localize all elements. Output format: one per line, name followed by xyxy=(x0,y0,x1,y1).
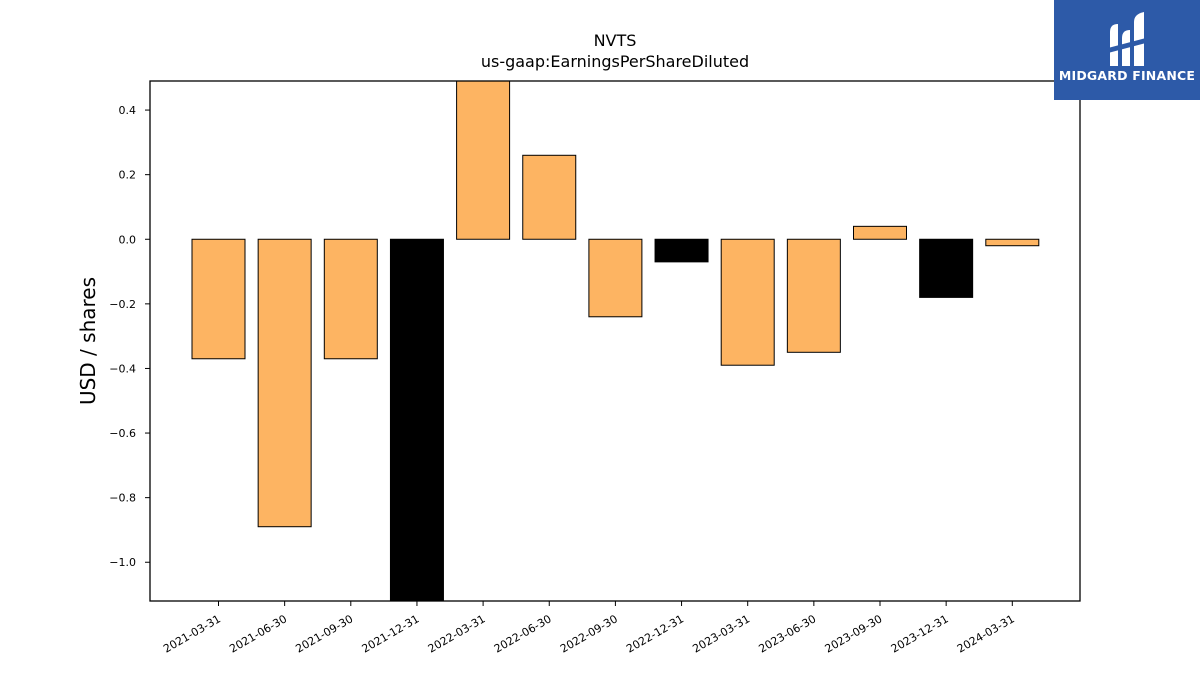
bar-2022-12-31 xyxy=(654,238,709,263)
y-tick-label: 0.4 xyxy=(119,104,137,117)
y-tick-label: 0.0 xyxy=(119,233,137,246)
y-tick-label: 0.2 xyxy=(119,169,137,182)
logo-text: MIDGARD FINANCE xyxy=(1058,68,1196,83)
y-tick-label: −1.0 xyxy=(109,556,136,569)
bar-2022-03-31 xyxy=(456,80,511,240)
x-tick-label: 2023-09-30 xyxy=(823,612,885,655)
x-tick-label: 2021-06-30 xyxy=(227,612,289,655)
bar-2023-06-30 xyxy=(786,238,841,353)
y-axis-label: USD / shares xyxy=(76,277,100,405)
x-tick-label: 2023-03-31 xyxy=(690,612,752,655)
midgard-finance-logo: MIDGARD FINANCE xyxy=(1054,0,1200,100)
x-tick-label: 2022-12-31 xyxy=(624,612,686,655)
bar-2022-06-30 xyxy=(522,154,577,240)
bar-2021-06-30 xyxy=(257,238,312,528)
y-tick-label: −0.4 xyxy=(109,362,136,375)
x-tick-label: 2021-09-30 xyxy=(293,612,355,655)
x-tick-label: 2023-12-31 xyxy=(889,612,951,655)
bar-2021-03-31 xyxy=(191,238,246,360)
y-tick-label: −0.6 xyxy=(109,427,136,440)
bar-2023-12-31 xyxy=(919,238,974,298)
bar-2021-09-30 xyxy=(323,238,378,360)
chart-title: NVTS xyxy=(593,31,637,50)
y-tick-label: −0.2 xyxy=(109,298,136,311)
chart-subtitle: us-gaap:EarningsPerShareDiluted xyxy=(480,52,750,71)
y-tick-label: −0.8 xyxy=(109,492,136,505)
bar-2023-09-30 xyxy=(853,225,907,240)
logo-mark-icon xyxy=(1108,12,1146,66)
x-tick-label: 2022-09-30 xyxy=(558,612,620,655)
x-tick-label: 2023-06-30 xyxy=(756,612,818,655)
bar-2023-03-31 xyxy=(720,238,775,366)
bar-2021-12-31 xyxy=(389,238,444,602)
x-tick-label: 2022-06-30 xyxy=(492,612,554,655)
bar-2024-03-31 xyxy=(985,238,1040,247)
x-tick-label: 2024-03-31 xyxy=(955,612,1017,655)
bar-2022-09-30 xyxy=(588,238,643,318)
x-tick-label: 2022-03-31 xyxy=(426,612,488,655)
x-tick-label: 2021-03-31 xyxy=(161,612,223,655)
x-tick-label: 2021-12-31 xyxy=(360,612,422,655)
